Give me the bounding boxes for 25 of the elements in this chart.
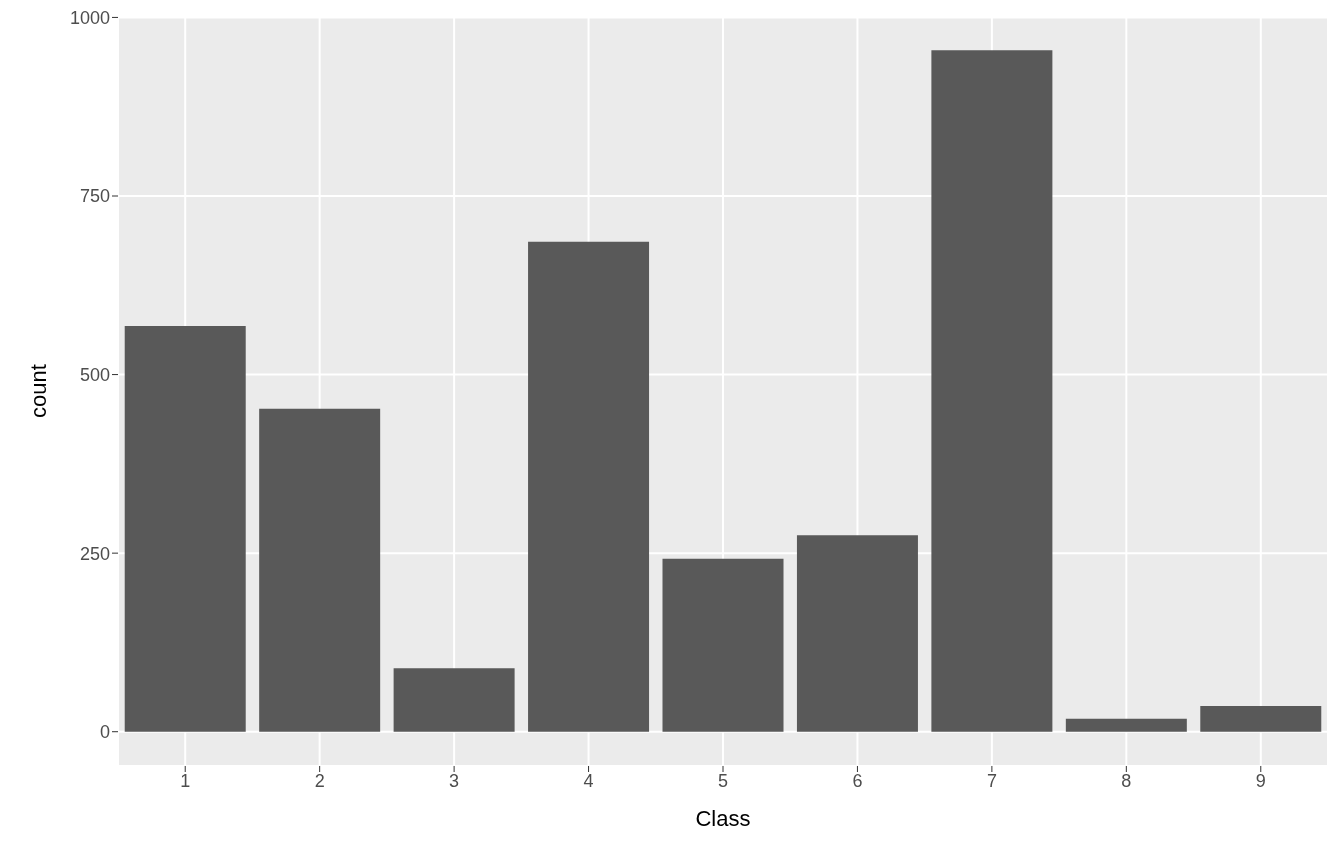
y-tick-label: 250: [79, 543, 110, 564]
bar: [662, 558, 784, 732]
bar: [259, 408, 381, 732]
y-axis-title: count: [25, 364, 51, 418]
y-tick-label: 1000: [69, 7, 110, 28]
bar: [393, 668, 515, 732]
x-tick-label: 4: [583, 770, 594, 791]
y-tick-label: 750: [79, 186, 110, 207]
bar: [796, 535, 918, 732]
bar: [528, 241, 650, 732]
bar: [1200, 706, 1322, 732]
y-tick-label: 500: [79, 364, 110, 385]
x-tick-label: 2: [314, 770, 325, 791]
bar: [931, 50, 1053, 732]
x-tick-label: 6: [852, 770, 863, 791]
bar: [1065, 718, 1187, 732]
x-tick-label: 3: [449, 770, 460, 791]
bar: [124, 326, 246, 732]
x-tick-label: 9: [1255, 770, 1266, 791]
x-tick-label: 5: [717, 770, 729, 791]
x-tick-label: 1: [180, 770, 191, 791]
x-tick-label: 7: [986, 770, 997, 791]
y-tick-label: 0: [99, 722, 110, 743]
x-tick-label: 8: [1121, 770, 1132, 791]
x-axis-title: Class: [695, 806, 751, 831]
